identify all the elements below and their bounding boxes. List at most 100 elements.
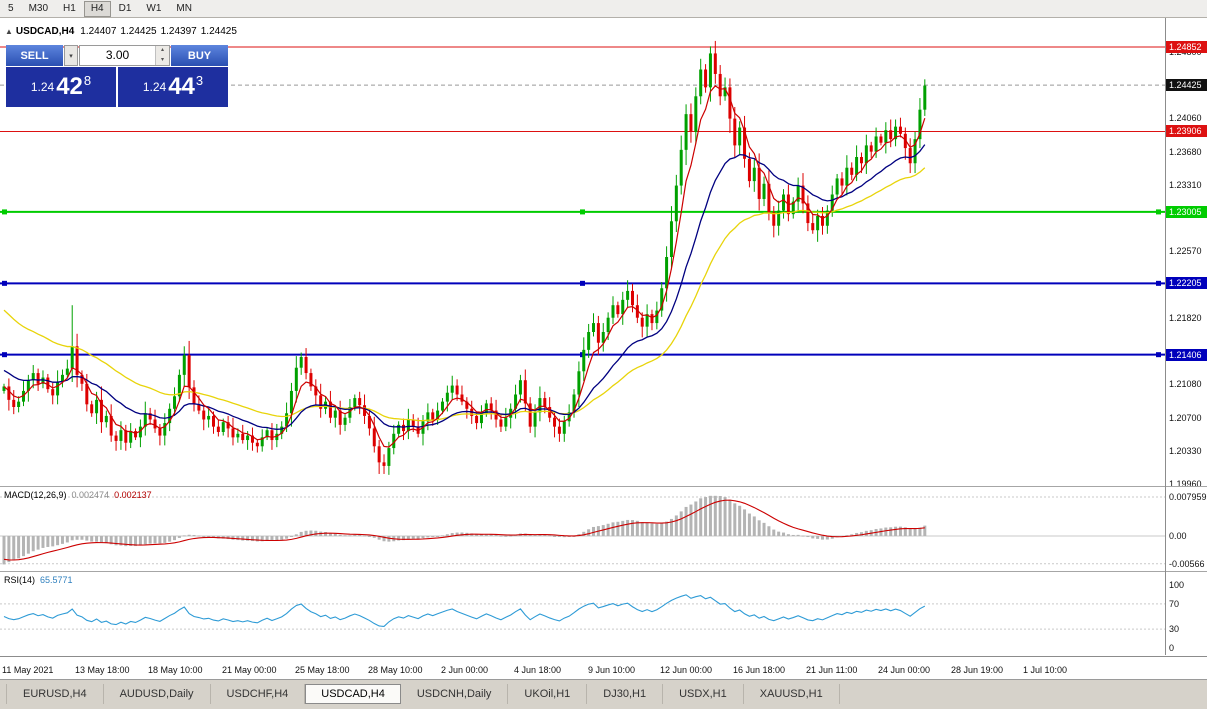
one-click-toggle-icon[interactable]: ▲	[5, 27, 13, 36]
chart-tab-dj30[interactable]: DJ30,H1	[587, 684, 664, 704]
low-value: 1.24397	[160, 26, 197, 37]
chart-ohlc-title: ▲ USDCAD,H4 1.24407 1.24425 1.24397 1.24425	[5, 26, 241, 37]
macd-axis-label: -0.00566	[1169, 558, 1205, 569]
timeframe-button-h4[interactable]: H4	[83, 0, 111, 17]
timeframe-button-mn[interactable]: MN	[176, 2, 192, 14]
time-label: 21 Jun 11:00	[806, 665, 858, 675]
macd-signal-line	[3, 499, 925, 561]
macd-axis-label: 0.00	[1169, 531, 1187, 541]
rsi-indicator-panel: RSI(14) 65.5771 100 70 30 0	[0, 572, 1207, 655]
sell-button[interactable]: SELL	[6, 45, 63, 66]
time-label: 28 Jun 19:00	[951, 665, 1004, 675]
macd-histogram	[2, 495, 927, 565]
hline-price-label: 1.24852	[1166, 41, 1207, 53]
macd-axis-label: 0.007959	[1169, 492, 1207, 502]
time-label: 2 Jun 00:00	[441, 665, 489, 675]
timeframe-button-w1[interactable]: W1	[146, 2, 162, 14]
macd-canvas[interactable]	[0, 487, 1165, 571]
sell-price-point: 8	[83, 72, 92, 88]
timeframe-button-d1[interactable]: D1	[118, 2, 132, 14]
volume-box: 3.00 ▴ ▾	[79, 45, 170, 66]
hline-price-label: 1.23906	[1166, 125, 1207, 138]
macd-indicator-panel: MACD(12,26,9) 0.002474 0.002137 0.007959 0.…	[0, 487, 1207, 571]
volume-dropdown-button[interactable]: ▾	[64, 45, 78, 66]
high-value: 1.24425	[120, 26, 157, 37]
time-label: 13 May 18:00	[75, 665, 130, 675]
price-grid-label: 1.23310	[1169, 179, 1202, 190]
chart-tab-audusd[interactable]: AUDUSD,Daily	[104, 684, 211, 704]
timeframe-toolbar: 5 M30 H1 H4 D1 W1 MN	[0, 0, 1207, 18]
sell-price-prefix: 1.24	[30, 80, 55, 94]
macd-label: MACD(12,26,9) 0.002474 0.002137	[4, 490, 152, 500]
timeframe-button-m30[interactable]: M30	[28, 2, 49, 14]
price-grid-label: 1.23680	[1169, 146, 1202, 157]
rsi-label: RSI(14) 65.5771	[4, 575, 73, 585]
hline-price-label: 1.23005	[1166, 205, 1207, 218]
macd-main-value: 0.002474	[71, 490, 110, 500]
volume-spin-down[interactable]: ▾	[156, 55, 169, 65]
time-label: 12 Jun 00:00	[660, 665, 713, 675]
time-label: 24 Jun 00:00	[878, 665, 931, 675]
time-axis[interactable]: 11 May 2021 13 May 18:00 18 May 10:00 21 Ma…	[0, 656, 1207, 679]
chart-window: ▲ USDCAD,H4 1.24407 1.24425 1.24397 1.24425 S…	[0, 18, 1207, 679]
ma-slow-line	[3, 167, 926, 422]
volume-spinner: ▴ ▾	[155, 46, 169, 65]
rsi-name: RSI(14)	[4, 575, 36, 585]
buy-button[interactable]: BUY	[171, 45, 228, 66]
price-grid-label: 1.19960	[1169, 478, 1202, 489]
rsi-value: 65.5771	[40, 575, 73, 585]
rsi-axis-label: 30	[1169, 624, 1180, 635]
chart-tab-ukoil[interactable]: UKOil,H1	[508, 684, 588, 704]
price-chart-panel: ▲ USDCAD,H4 1.24407 1.24425 1.24397 1.24425 S…	[0, 18, 1207, 489]
time-label: 25 May 18:00	[295, 665, 350, 675]
panel-separator[interactable]	[0, 571, 1207, 572]
price-grid-label: 1.20700	[1169, 412, 1202, 423]
macd-signal-value: 0.002137	[114, 490, 152, 500]
sell-price-pips: 42	[56, 73, 83, 100]
price-axis-separator	[1165, 18, 1166, 655]
price-grid-label: 1.22570	[1169, 245, 1202, 256]
macd-levels	[0, 496, 1165, 565]
time-label: 21 May 00:00	[222, 665, 277, 675]
buy-price-pips: 44	[168, 73, 195, 100]
price-grid-label: 1.24060	[1169, 112, 1202, 123]
chart-tab-bar: EURUSD,H4 AUDUSD,Daily USDCHF,H4 USDCAD,H4 U…	[0, 679, 1207, 709]
price-grid-label: 1.21820	[1169, 312, 1202, 323]
chart-tab-usdcnh[interactable]: USDCNH,Daily	[401, 684, 509, 704]
buy-price-point: 3	[195, 72, 204, 88]
time-label: 11 May 2021	[2, 665, 54, 675]
close-value: 1.24425	[200, 26, 237, 37]
macd-name: MACD(12,26,9)	[4, 490, 67, 500]
rsi-axis-label: 100	[1169, 580, 1185, 590]
rsi-axis-label: 0	[1169, 643, 1175, 653]
rsi-canvas[interactable]	[0, 572, 1165, 655]
volume-spin-up[interactable]: ▴	[156, 46, 169, 56]
open-value: 1.24407	[80, 26, 117, 37]
time-label: 1 Jul 10:00	[1023, 665, 1068, 675]
time-label: 4 Jun 18:00	[514, 665, 562, 675]
timeframe-button-5[interactable]: 5	[8, 2, 14, 14]
time-label: 18 May 10:00	[148, 665, 203, 675]
volume-input[interactable]: 3.00	[105, 48, 130, 62]
ma-mid-line	[3, 144, 926, 430]
rsi-axis-label: 70	[1169, 598, 1180, 609]
chart-tab-eurusd[interactable]: EURUSD,H4	[6, 684, 104, 704]
buy-price-display[interactable]: 1.24 44 3	[118, 67, 228, 107]
chart-tab-usdx[interactable]: USDX,H1	[663, 684, 744, 704]
panel-separator[interactable]	[0, 486, 1207, 487]
chart-tab-xauusd[interactable]: XAUUSD,H1	[744, 684, 840, 704]
price-grid-label: 1.20330	[1169, 445, 1202, 456]
sell-price-display[interactable]: 1.24 42 8	[6, 67, 116, 107]
timeframe-button-h1[interactable]: H1	[63, 2, 76, 14]
price-grid-label: 1.21080	[1169, 378, 1202, 389]
price-chart-canvas[interactable]	[0, 18, 1165, 486]
symbol-period-label: USDCAD,H4	[15, 26, 75, 37]
hline-price-label: 1.21406	[1166, 348, 1207, 361]
one-click-trading-panel: SELL ▾ 3.00 ▴ ▾ BUY 1.24 42 8 1.24 44 3	[6, 45, 228, 107]
chart-tab-usdcad[interactable]: USDCAD,H4	[305, 684, 401, 704]
hline-price-label: 1.22205	[1166, 277, 1207, 290]
rsi-line	[3, 594, 926, 628]
time-label: 9 Jun 10:00	[588, 665, 636, 675]
chart-tab-usdchf[interactable]: USDCHF,H4	[211, 684, 306, 704]
time-label: 16 Jun 18:00	[733, 665, 786, 675]
